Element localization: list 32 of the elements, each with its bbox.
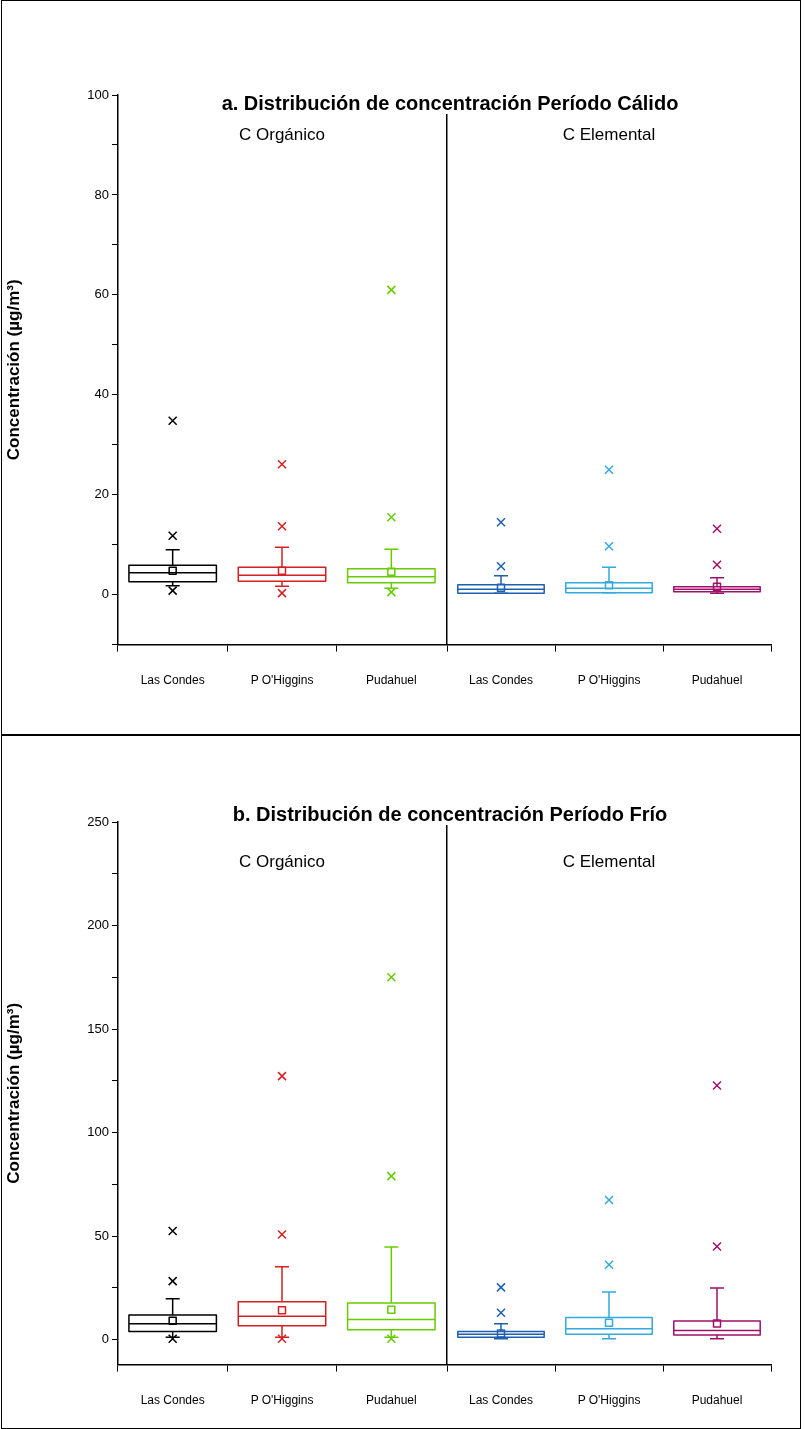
x-tick-label: Las Condes [468,1393,534,1408]
y-tick-label: 0 [101,586,109,602]
y-tick-label: 100 [87,1124,109,1140]
y-tick-label: 50 [94,1227,109,1243]
x-tick-label: Las Condes [140,673,205,688]
annotation: C Elemental [562,125,656,144]
y-tick-label: 250 [87,813,109,829]
annotation: C Orgánico [239,125,325,144]
y-axis-title: Concentración (µg/m³) [3,279,23,461]
y-tick-label: 200 [87,917,109,933]
x-tick-label: P O'Higgins [577,673,641,688]
y-tick-label: 0 [101,1331,109,1347]
y-tick-label: 20 [94,486,109,502]
y-tick-label: 40 [94,386,109,402]
x-tick-label: P O'Higgins [250,673,314,688]
x-tick-label: Las Condes [140,1393,205,1408]
x-tick-label: Pudahuel [365,673,417,688]
x-tick-label: Pudahuel [691,673,743,688]
y-tick-label: 150 [87,1020,109,1036]
y-tick-label: 80 [94,186,109,202]
y-tick-label: 60 [94,286,109,302]
annotation: C Elemental [562,852,656,871]
x-tick-label: Las Condes [468,673,534,688]
annotation: C Orgánico [239,852,325,871]
y-tick-label: 100 [87,86,109,102]
chart-title: a. Distribución de concentración Período Cálido [217,92,683,114]
chart-title: b. Distribución de concentración Período Frío [228,803,672,825]
x-tick-label: Pudahuel [365,1393,417,1408]
x-tick-label: Pudahuel [691,1393,743,1408]
x-tick-label: P O'Higgins [577,1393,641,1408]
x-tick-label: P O'Higgins [250,1393,314,1408]
y-axis-title: Concentración (µg/m³) [3,1002,23,1184]
